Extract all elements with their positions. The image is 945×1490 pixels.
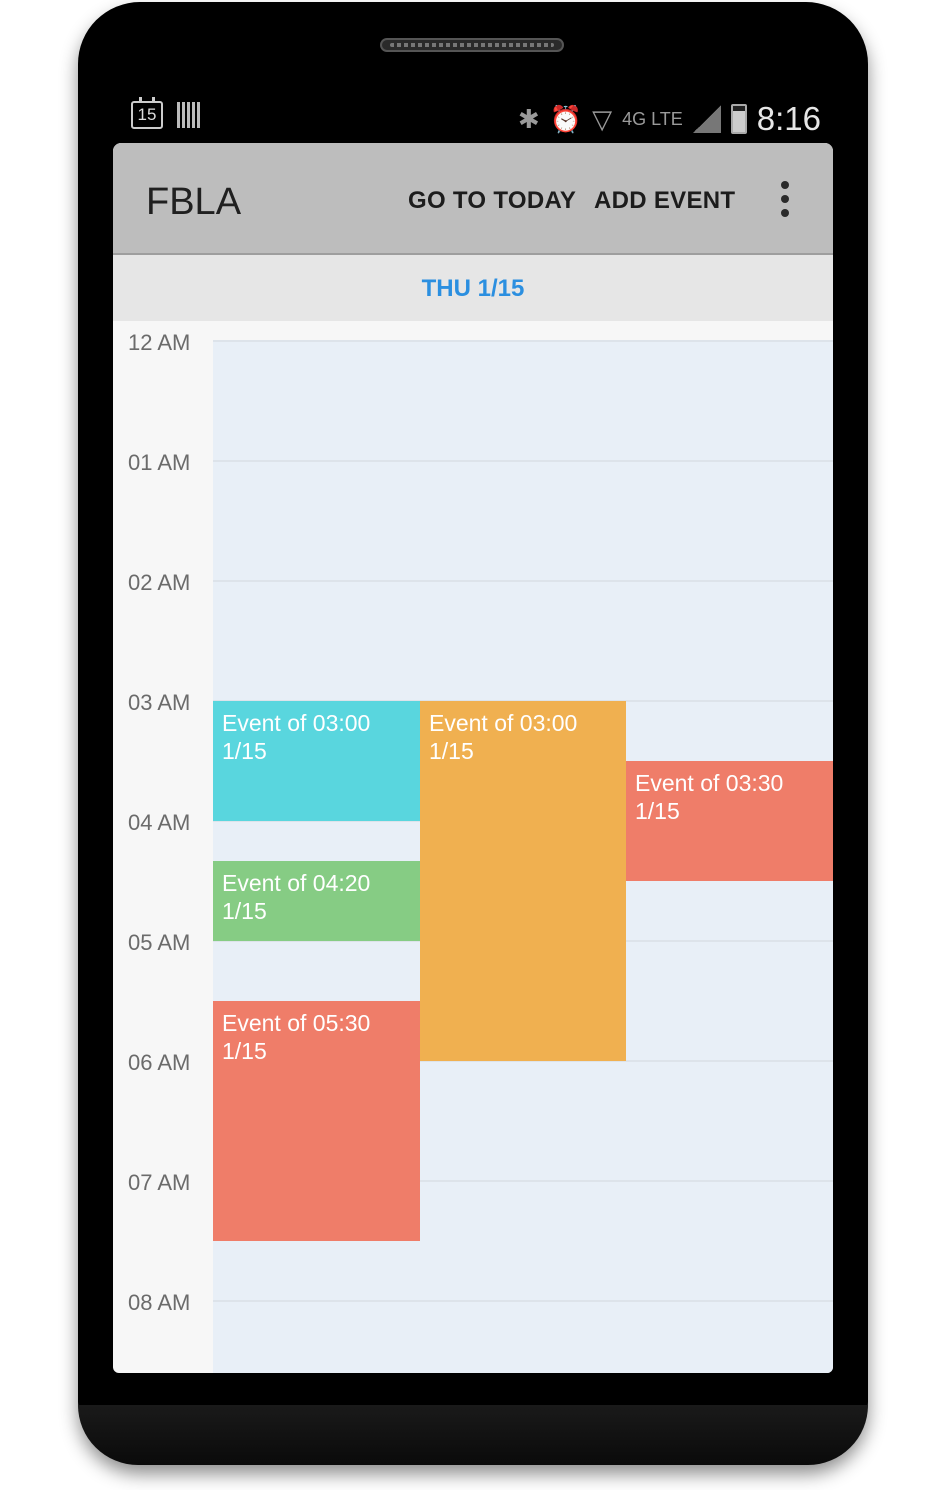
more-vert-icon[interactable] bbox=[775, 181, 795, 217]
event-title: Event of 04:20 bbox=[222, 870, 371, 896]
add-event-button[interactable]: ADD EVENT bbox=[594, 187, 736, 214]
hour-label: 08 AM bbox=[128, 1290, 191, 1315]
battery-icon bbox=[730, 104, 747, 134]
day-grid[interactable]: Event of 03:00 1/15 Event of 03:00 1/15 … bbox=[213, 340, 833, 1373]
hour-line bbox=[213, 1300, 833, 1302]
status-clock: 8:16 bbox=[756, 100, 821, 137]
hour-label: 03 AM bbox=[128, 690, 191, 715]
hour-line bbox=[213, 460, 833, 462]
earpiece-speaker bbox=[380, 38, 564, 52]
app-screen: FBLA GO TO TODAY ADD EVENT THU 1/15 Even… bbox=[113, 143, 833, 1373]
app-bar: FBLA GO TO TODAY ADD EVENT bbox=[113, 143, 833, 255]
hour-label: 06 AM bbox=[128, 1050, 191, 1075]
hour-label: 07 AM bbox=[128, 1170, 191, 1195]
phone-chin bbox=[78, 1405, 868, 1465]
event-block[interactable]: Event of 04:20 1/15 bbox=[213, 861, 420, 941]
hour-line bbox=[213, 1060, 833, 1062]
go-to-today-button[interactable]: GO TO TODAY bbox=[408, 187, 577, 214]
cell-signal-icon bbox=[692, 105, 721, 133]
event-date: 1/15 bbox=[222, 738, 267, 764]
event-block[interactable]: Event of 03:00 1/15 bbox=[420, 701, 626, 1061]
wifi-icon: ▽ bbox=[592, 104, 613, 134]
event-date: 1/15 bbox=[635, 798, 680, 824]
event-date: 1/15 bbox=[222, 898, 267, 924]
event-block[interactable]: Event of 05:30 1/15 bbox=[213, 1001, 420, 1241]
event-date: 1/15 bbox=[222, 1038, 267, 1064]
hour-label: 04 AM bbox=[128, 810, 191, 835]
bluetooth-icon: ✱ bbox=[517, 104, 540, 134]
event-date: 1/15 bbox=[429, 738, 474, 764]
hour-line bbox=[213, 340, 833, 342]
event-title: Event of 03:30 bbox=[635, 770, 784, 796]
calendar-notification-icon: 15 bbox=[131, 97, 163, 129]
hour-label: 02 AM bbox=[128, 570, 191, 595]
event-title: Event of 05:30 bbox=[222, 1010, 371, 1036]
hour-line bbox=[213, 1180, 833, 1182]
alarm-icon: ⏰ bbox=[549, 104, 583, 134]
event-block[interactable]: Event of 03:30 1/15 bbox=[626, 761, 833, 881]
day-header: THU 1/15 bbox=[113, 255, 833, 321]
event-title: Event of 03:00 bbox=[222, 710, 371, 736]
event-block[interactable]: Event of 03:00 1/15 bbox=[213, 701, 420, 821]
status-bar: 15 ✱ ⏰ ▽ 4G LTE 8:16 bbox=[113, 95, 833, 143]
event-title: Event of 03:00 bbox=[429, 710, 578, 736]
app-title: FBLA bbox=[146, 181, 242, 223]
barcode-notification-icon bbox=[177, 102, 201, 128]
hour-line bbox=[213, 580, 833, 582]
hour-label: 01 AM bbox=[128, 450, 191, 475]
hour-label: 12 AM bbox=[128, 330, 191, 355]
day-label[interactable]: THU 1/15 bbox=[421, 275, 525, 302]
hour-label: 05 AM bbox=[128, 930, 191, 955]
network-type-icon: 4G LTE bbox=[622, 109, 683, 129]
